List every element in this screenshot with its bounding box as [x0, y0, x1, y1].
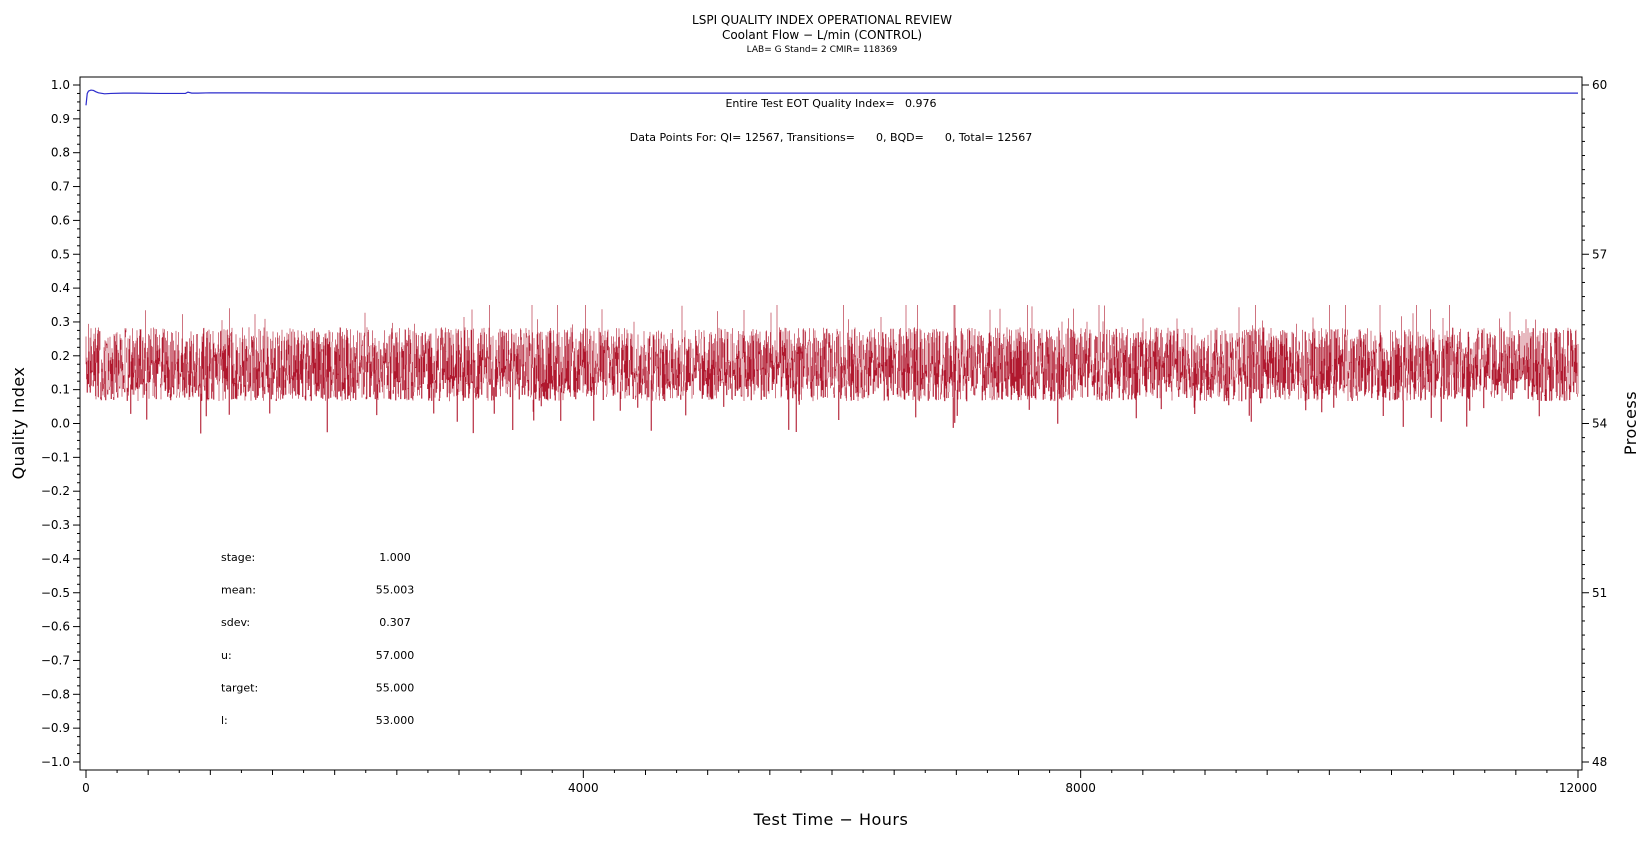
y-axis-label: Quality Index [9, 367, 28, 480]
process-series [85, 305, 1579, 434]
stat-value: 55.003 [376, 584, 415, 597]
x-axis-label: Test Time − Hours [753, 810, 909, 829]
chart-title: LSPI QUALITY INDEX OPERATIONAL REVIEW [692, 13, 952, 27]
stat-value: 0.307 [379, 616, 411, 629]
y2-tick-label: 57 [1592, 247, 1607, 261]
plot-frame [79, 76, 1583, 771]
plot-area [79, 76, 1583, 771]
stat-label: l: [221, 714, 228, 727]
x-axis: 0 4000 8000 12000 [82, 770, 1597, 795]
y-tick-label: −0.5 [41, 586, 70, 600]
y-axis-right: 60 57 54 51 48 [1582, 78, 1607, 769]
stat-value: 1.000 [379, 551, 411, 564]
y-tick-label: −0.4 [41, 552, 70, 566]
y-tick-label: −1.0 [41, 755, 70, 769]
y-tick-label: −0.2 [41, 484, 70, 498]
stat-value: 55.000 [376, 681, 415, 694]
stat-label: mean: [221, 584, 256, 597]
y-tick-label: 0.0 [51, 417, 70, 431]
y-tick-label: −0.6 [41, 620, 70, 634]
y2-axis-label: Process [1621, 391, 1640, 455]
y-tick-label: 0.2 [51, 349, 70, 363]
data-points-annotation: Data Points For: QI= 12567, Transitions=… [630, 131, 1032, 144]
chart-subtitle-lab: LAB= G Stand= 2 CMIR= 118369 [747, 45, 898, 55]
y-tick-label: 0.8 [51, 146, 70, 160]
x-tick-label: 4000 [568, 781, 599, 795]
y-tick-label: 0.5 [51, 247, 70, 261]
y-tick-label: 0.6 [51, 213, 70, 227]
stats-block: stage: 1.000 mean: 55.003 sdev: 0.307 u: 57.000… [221, 551, 414, 727]
y-tick-label: 0.4 [51, 281, 70, 295]
chart-subtitle: Coolant Flow − L/min (CONTROL) [722, 28, 922, 42]
y2-tick-label: 51 [1592, 586, 1607, 600]
y-tick-label: −0.7 [41, 653, 70, 667]
y2-tick-label: 54 [1592, 417, 1607, 431]
y-tick-label: −0.8 [41, 687, 70, 701]
stat-label: stage: [221, 551, 255, 564]
y-tick-label: −0.1 [41, 450, 70, 464]
x-tick-label: 12000 [1559, 781, 1597, 795]
process-noise-trace [85, 305, 1579, 434]
eot-quality-annotation: Entire Test EOT Quality Index= 0.976 [725, 97, 936, 110]
y-tick-label: −0.3 [41, 518, 70, 532]
y2-tick-label: 60 [1592, 78, 1607, 92]
stat-label: target: [221, 681, 258, 694]
x-tick-label: 0 [82, 781, 90, 795]
stat-label: u: [221, 649, 232, 662]
y-tick-label: 1.0 [51, 78, 70, 92]
y2-tick-label: 48 [1592, 755, 1607, 769]
quality-index-line [85, 89, 1578, 106]
y-tick-label: 0.7 [51, 180, 70, 194]
y-tick-label: 0.3 [51, 315, 70, 329]
y-tick-label: 0.9 [51, 112, 70, 126]
stat-value: 57.000 [376, 649, 415, 662]
stat-value: 53.000 [376, 714, 415, 727]
stat-label: sdev: [221, 616, 250, 629]
x-tick-label: 8000 [1065, 781, 1096, 795]
y-tick-label: 0.1 [51, 383, 70, 397]
y-tick-label: −0.9 [41, 721, 70, 735]
y-axis-left: 1.0 0.9 0.8 0.7 0.6 0.5 0.4 0.3 0.2 0.1 0.0 −0.1 −0.… [41, 78, 80, 769]
